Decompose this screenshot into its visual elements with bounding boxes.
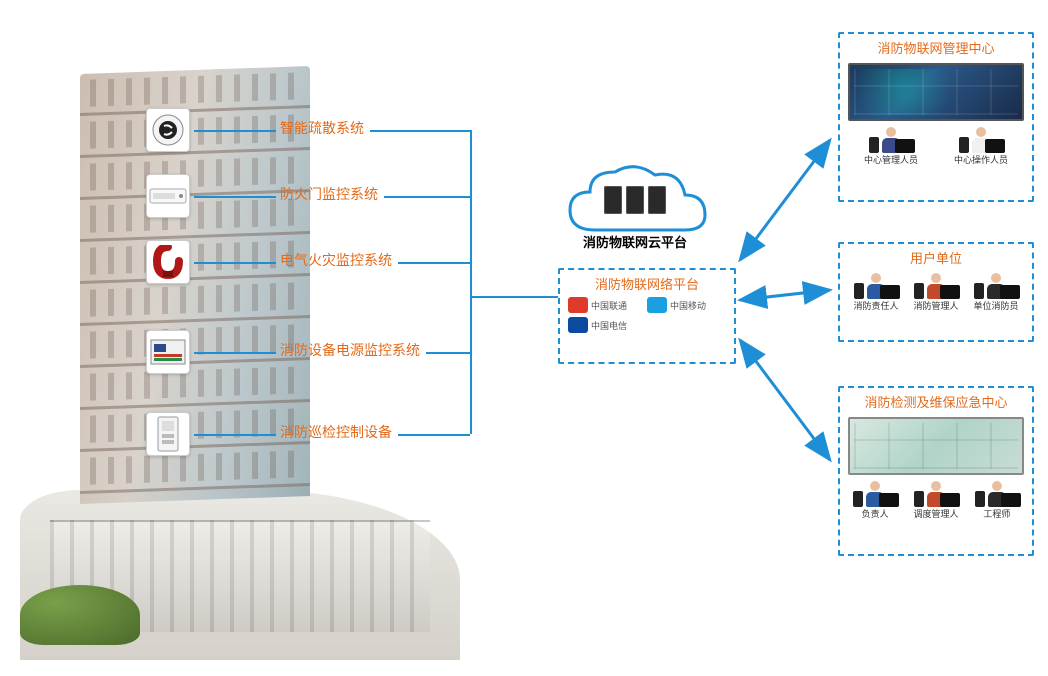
telecom-logos: 中国联通 中国移动中国电信: [560, 295, 734, 335]
screen-wall: [848, 63, 1024, 121]
system-label: 防火门监控系统: [280, 184, 378, 204]
person: 消防管理人: [913, 273, 958, 312]
person: 工程师: [977, 481, 1017, 520]
telecom-logo-text: 中国移动: [670, 299, 706, 312]
double-arrow: [740, 340, 830, 460]
box-title: 消防检测及维保应急中心: [840, 388, 1032, 413]
telecom-logo: 中国联通: [568, 297, 627, 313]
connector-line: [194, 262, 276, 264]
person: 消防责任人: [853, 273, 898, 312]
cloud-icon: [560, 160, 710, 250]
device-icon-cabinet: [146, 412, 190, 456]
screen-wall: [848, 417, 1024, 475]
box-title: 消防物联网管理中心: [840, 34, 1032, 59]
device-icon-ct-clamp: [146, 240, 190, 284]
mgmt-center-box: 消防物联网管理中心中心管理人员 中心操作人员: [838, 32, 1034, 202]
person-icon: [961, 127, 1001, 153]
people-row: 中心管理人员 中心操作人员: [840, 125, 1032, 168]
connector-line: [370, 130, 470, 132]
double-arrow: [740, 140, 830, 260]
people-row: 消防责任人 消防管理人 单位消防员: [840, 269, 1032, 314]
person-icon: [855, 481, 895, 507]
person-icon: [977, 481, 1017, 507]
system-label: 智能疏散系统: [280, 118, 364, 138]
person-label: 中心管理人员: [864, 153, 918, 166]
person-label: 负责人: [862, 507, 889, 520]
person-icon: [916, 481, 956, 507]
person-icon: [856, 273, 896, 299]
server-icons: [560, 186, 710, 214]
person: 中心管理人员: [864, 127, 918, 166]
user-unit-box: 用户单位消防责任人 消防管理人 单位消防员: [838, 242, 1034, 342]
person: 中心操作人员: [954, 127, 1008, 166]
person-icon: [916, 273, 956, 299]
system-label: 消防设备电源监控系统: [280, 340, 420, 360]
box-title: 用户单位: [840, 244, 1032, 269]
person-icon: [871, 127, 911, 153]
network-platform-box: 消防物联网络平台 中国联通 中国移动中国电信: [558, 268, 736, 364]
connector-line: [194, 352, 276, 354]
connector-line: [194, 196, 276, 198]
people-row: 负责人 调度管理人 工程师: [840, 479, 1032, 522]
person-label: 消防管理人: [913, 299, 958, 312]
person-icon: [976, 273, 1016, 299]
green-roof: [20, 585, 140, 645]
system-label: 电气火灾监控系统: [280, 250, 392, 270]
connector-line: [194, 130, 276, 132]
person-label: 工程师: [983, 507, 1010, 520]
connector-line: [384, 196, 470, 198]
double-arrow: [740, 290, 830, 300]
telecom-logo-text: 中国联通: [591, 299, 627, 312]
person-label: 调度管理人: [913, 507, 958, 520]
person-label: 消防责任人: [853, 299, 898, 312]
person: 负责人: [855, 481, 895, 520]
connector-line: [398, 434, 470, 436]
system-label: 消防巡检控制设备: [280, 422, 392, 442]
building-illustration: [20, 70, 460, 660]
person: 调度管理人: [913, 481, 958, 520]
detection-center-box: 消防检测及维保应急中心负责人 调度管理人 工程师: [838, 386, 1034, 556]
telecom-logo: 中国移动: [647, 297, 706, 313]
telecom-logo-text: 中国电信: [591, 319, 627, 332]
network-platform-title: 消防物联网络平台: [560, 270, 734, 295]
device-icon-power-panel: [146, 330, 190, 374]
connector-line: [398, 262, 470, 264]
cloud-platform: 消防物联网云平台: [560, 160, 710, 251]
connector-line: [470, 130, 472, 434]
connector-line: [194, 434, 276, 436]
connector-line: [426, 352, 470, 354]
telecom-logo: 中国电信: [568, 317, 627, 333]
device-icon-sensor-round: [146, 108, 190, 152]
trunk-to-cloud-line: [470, 296, 558, 298]
person: 单位消防员: [973, 273, 1018, 312]
person-label: 单位消防员: [973, 299, 1018, 312]
device-icon-panel-slim: [146, 174, 190, 218]
person-label: 中心操作人员: [954, 153, 1008, 166]
